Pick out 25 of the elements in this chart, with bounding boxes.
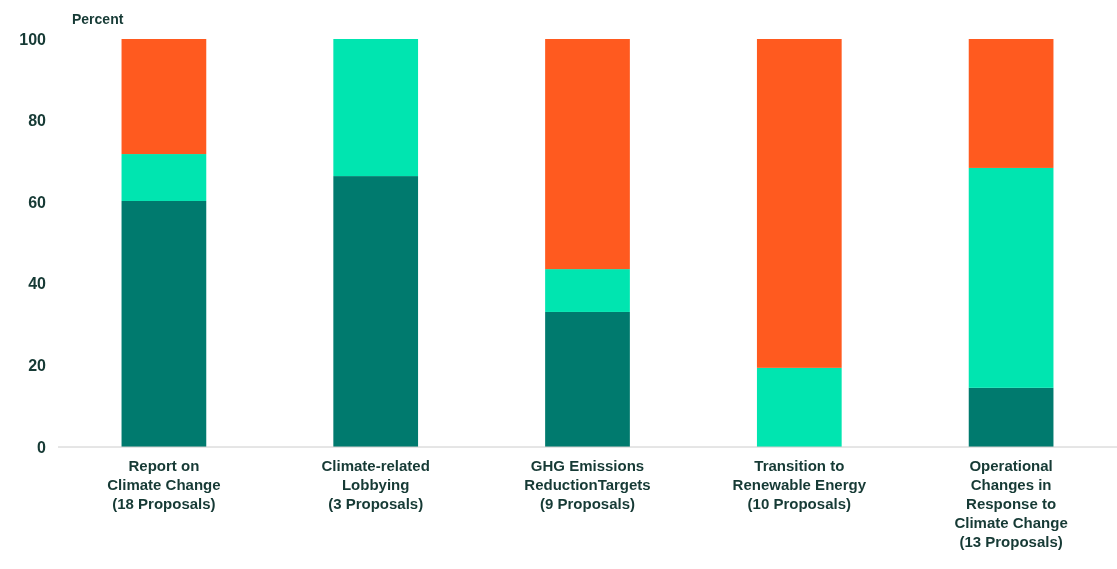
bar xyxy=(545,311,630,447)
bar xyxy=(333,176,419,447)
bar xyxy=(333,39,419,177)
x-tick-label: Climate-related Lobbying (3 Proposals) xyxy=(321,457,430,512)
bar xyxy=(756,367,842,447)
bar xyxy=(968,39,1054,168)
bar xyxy=(968,387,1054,447)
bar xyxy=(545,269,630,312)
bar xyxy=(545,39,630,270)
bar xyxy=(756,39,842,368)
y-tick-label: 80 xyxy=(28,112,47,130)
bar xyxy=(121,200,207,447)
bar xyxy=(121,154,207,201)
y-tick-label: 100 xyxy=(19,30,47,48)
x-tick-label: Operational Changes in Response to Climate Change (13 Proposals) xyxy=(954,457,1068,550)
y-tick-label: 20 xyxy=(28,357,47,374)
x-tick-label: Transition to Renewable Energy (10 Proposals) xyxy=(732,457,867,512)
bar xyxy=(968,167,1054,388)
y-tick-label: 0 xyxy=(37,438,47,456)
x-tick-label: GHG Emissions ReductionTargets (9 Proposals) xyxy=(524,457,651,512)
bar xyxy=(121,39,207,155)
y-tick-label: 60 xyxy=(28,193,47,211)
y-tick-label: 40 xyxy=(28,275,47,293)
x-tick-label: Report on Climate Change (18 Proposals) xyxy=(107,457,221,512)
y-axis-title: Percent xyxy=(72,11,124,27)
